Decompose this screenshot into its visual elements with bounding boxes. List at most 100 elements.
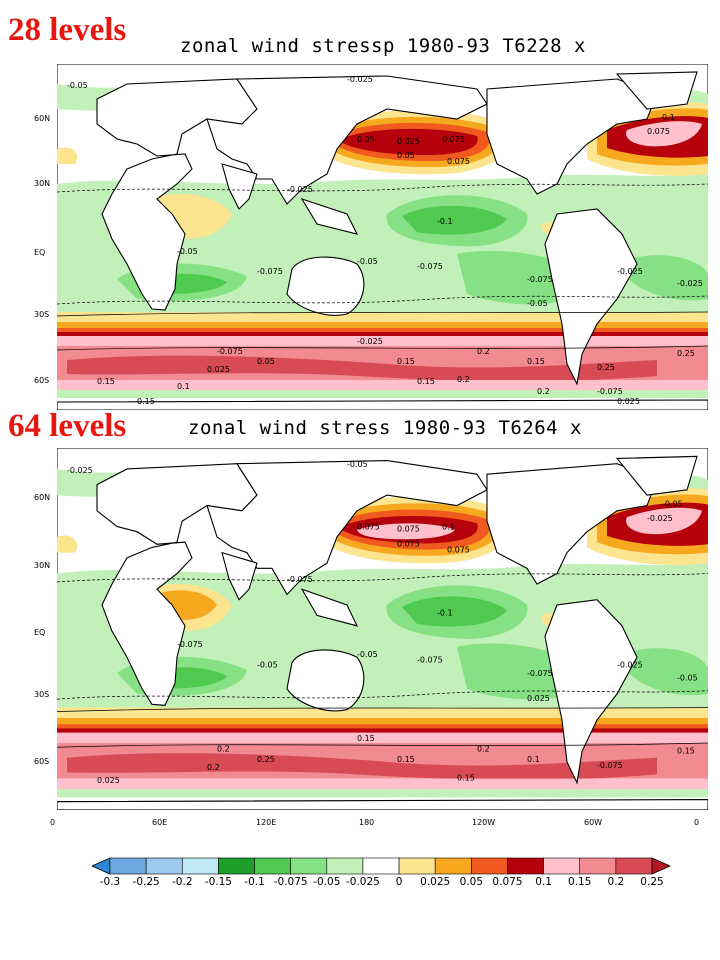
lat-tick-label: 30S	[34, 690, 50, 699]
contour-label: -0.025	[287, 185, 313, 194]
contour-label: -0.075	[597, 387, 623, 396]
wind-stress-map-28-levels: -0.05 -0.025 0.025 0.05 0.075 0.075 0.05 0.075 0…	[57, 64, 708, 410]
colorbar-max-arrow	[651, 857, 670, 875]
lat-tick-label: 30N	[34, 561, 51, 570]
colorbar-level-label: 0.15	[568, 876, 592, 888]
contour-label: 0.075	[442, 135, 465, 144]
contour-label: -0.025	[347, 75, 373, 84]
colorbar-level-label: -0.3	[99, 876, 121, 888]
contour-label: -0.075	[527, 668, 553, 678]
contour-label: -0.025	[357, 337, 383, 346]
contour-label: -0.05	[677, 672, 698, 682]
contour-label: 0.1	[442, 521, 455, 531]
map-title-28-levels: zonal wind stressp 1980-93 T6228 x	[180, 35, 586, 57]
contour-label: -0.025	[677, 279, 703, 288]
lat-tick-label: 60N	[34, 493, 51, 502]
contour-label: 0.2	[477, 347, 490, 356]
contour-label: 0.075	[397, 524, 420, 534]
colorbar-level-label: 0.1	[535, 876, 552, 888]
colorbar-swatch	[181, 857, 219, 875]
contour-label: 0.25	[597, 363, 615, 372]
colorbar-swatch	[434, 857, 472, 875]
contour-label: -0.05	[257, 660, 278, 670]
contour-label: -0.075	[417, 262, 443, 271]
contour-label: 0.2	[217, 743, 230, 753]
colorbar-level-label: -0.15	[204, 876, 232, 888]
contour-label: -0.05	[177, 247, 198, 256]
colorbar-swatch	[218, 857, 255, 875]
contour-label: 0.1	[527, 754, 540, 764]
colorbar-swatch	[398, 857, 436, 875]
lon-tick-label: 0	[694, 818, 700, 827]
contour-label: 0.15	[417, 377, 435, 386]
colorbar-level-label: -0.025	[345, 876, 380, 888]
lon-tick-label: 180	[359, 818, 375, 827]
contour-label: 0.075	[647, 127, 670, 136]
contour-label: -0.05	[527, 299, 548, 308]
lat-tick-label: 60N	[34, 114, 51, 123]
colorbar-level-label: 0.2	[607, 876, 625, 888]
colorbar-level-label: -0.25	[132, 876, 160, 888]
contour-label: -0.075	[217, 347, 243, 356]
contour-label: 0.075	[397, 538, 420, 548]
contour-label: 0.15	[527, 357, 545, 366]
contour-label: 0.15	[357, 733, 375, 743]
colorbar-swatch	[471, 857, 508, 875]
contour-label: 0.15	[397, 357, 415, 366]
lat-tick-label: 30N	[34, 179, 51, 188]
lat-tick-label: 60S	[34, 757, 50, 766]
contour-label: 0.025	[207, 365, 230, 374]
lon-tick-label: 120W	[472, 818, 496, 827]
lon-tick-label: 60W	[584, 818, 603, 827]
lat-tick-label: EQ	[34, 248, 46, 257]
contour-label: -0.025	[617, 660, 643, 670]
colorbar-level-label: 0	[395, 876, 403, 888]
colorbar-level-label: -0.05	[313, 876, 341, 888]
colorbar-swatch	[579, 857, 617, 875]
colorbar-level-label: 0.25	[640, 876, 664, 888]
contour-label: -0.1	[437, 217, 453, 226]
colorbar-swatch	[362, 857, 400, 875]
contour-label: 0.2	[537, 387, 550, 396]
contour-label: -0.075	[597, 760, 623, 770]
colorbar-level-label: 0.05	[459, 876, 484, 888]
contour-label: 0.075	[357, 521, 380, 531]
color-scale-bar	[92, 857, 670, 875]
lon-tick-label: 120E	[256, 818, 277, 827]
contour-label: -0.025	[647, 513, 673, 523]
lat-tick-label: 30S	[34, 310, 50, 319]
contour-label: -0.025	[617, 267, 643, 276]
colorbar-min-arrow	[92, 857, 111, 875]
colorbar-level-label: -0.1	[244, 876, 265, 888]
colorbar-level-label: -0.075	[273, 876, 308, 888]
contour-label: -0.05	[357, 257, 378, 266]
contour-label: 0.15	[677, 745, 695, 755]
contour-label: 0.15	[97, 377, 115, 386]
contour-label: 0.2	[477, 743, 490, 753]
contour-label: 0.1	[177, 382, 190, 391]
contour-label: 0.025	[527, 693, 550, 703]
contour-label: 0.075	[447, 157, 470, 166]
contour-label: -0.075	[417, 654, 443, 664]
contour-label: 0.025	[397, 137, 420, 146]
wind-stress-map-64-levels: -0.025 -0.05 0.075 0.075 0.1 0.075 0.075 -0.025…	[57, 448, 708, 810]
colorbar-level-label: 0.075	[492, 876, 523, 888]
contour-label: -0.1	[437, 607, 453, 617]
colorbar-swatch	[615, 857, 653, 875]
colorbar-swatch	[543, 857, 581, 875]
contour-label: 0.075	[447, 544, 470, 554]
contour-label: -0.05	[67, 81, 88, 90]
contour-label: -0.075	[257, 267, 283, 276]
map-title-64-levels: zonal wind stress 1980-93 T6264 x	[188, 417, 582, 439]
contour-label: 0.25	[677, 349, 695, 358]
colorbar-level-label: 0.025	[420, 876, 451, 888]
colorbar-swatch	[145, 857, 183, 875]
contour-label: 0.1	[662, 113, 675, 122]
lon-tick-label: 0	[50, 818, 56, 827]
contour-label: -0.05	[347, 459, 368, 469]
contour-label: -0.05	[662, 498, 683, 508]
contour-label: -0.075	[527, 275, 553, 284]
lat-tick-label: 60S	[34, 376, 50, 385]
colorbar-level-label: -0.2	[172, 876, 193, 888]
contour-label: 0.2	[207, 762, 220, 772]
